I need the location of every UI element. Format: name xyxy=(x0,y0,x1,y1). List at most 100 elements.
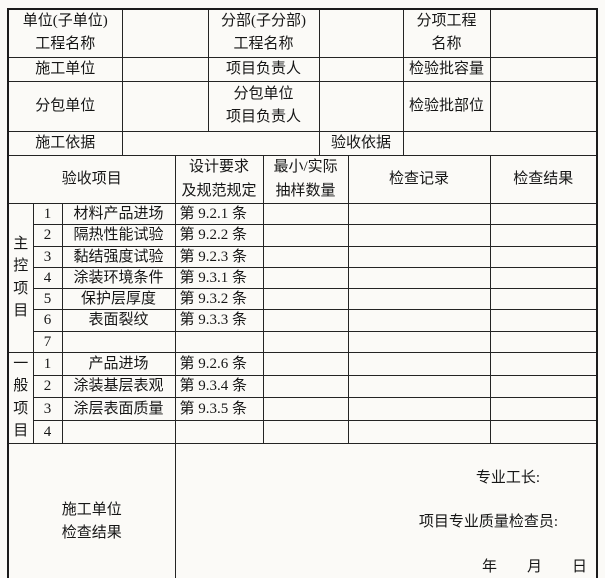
item-name xyxy=(61,420,176,444)
record-cell xyxy=(347,287,491,311)
subcontractor-label: 分包单位 xyxy=(7,80,123,132)
sampling-cell xyxy=(262,351,349,376)
grid-header-row: 验收项目 设计要求 及规范规定 最小/实际 抽样数量 检查记录 检查结果 xyxy=(7,155,598,204)
unit-project-label: 单位(子单位) 工程名称 xyxy=(7,8,123,58)
check-result-header: 检查结果 xyxy=(489,155,598,204)
result-cell xyxy=(489,266,598,290)
batch-location-value-cell xyxy=(489,80,598,132)
construction-check-area: 专业工长: 项目专业质量检查员: 年 月 日 xyxy=(174,442,598,578)
result-cell xyxy=(489,202,598,226)
sampling-cell xyxy=(262,420,349,444)
spec-reference: 第 9.3.2 条 xyxy=(174,287,264,311)
item-name: 产品进场 xyxy=(61,351,176,376)
record-cell xyxy=(347,224,491,247)
division-project-value-cell xyxy=(489,8,598,58)
item-name: 涂装基层表观 xyxy=(61,374,176,399)
item-number: 4 xyxy=(32,420,63,444)
check-record-header: 检查记录 xyxy=(347,155,491,204)
row-construction-check: 施工单位 检查结果 专业工长: 项目专业质量检查员: 年 月 日 xyxy=(7,442,598,578)
record-cell xyxy=(347,330,491,353)
record-cell xyxy=(347,309,491,332)
subcontractor-leader-label: 分包单位 项目负责人 xyxy=(207,80,320,132)
main-item-row: 主控项目 1 材料产品进场 第 9.2.1 条 xyxy=(7,202,598,353)
item-name: 隔热性能试验 xyxy=(61,224,176,247)
result-cell xyxy=(489,224,598,247)
main-item-row: 2 隔热性能试验 第 9.2.2 条 xyxy=(8,224,598,247)
batch-location-label: 检验批部位 xyxy=(402,80,491,132)
sampling-cell xyxy=(262,397,349,421)
project-leader-label: 项目负责人 xyxy=(207,56,320,82)
item-name xyxy=(61,330,176,353)
acceptance-items-header: 验收项目 xyxy=(7,155,176,204)
main-item-row: 5 保护层厚度 第 9.3.2 条 xyxy=(8,287,598,311)
date-label: 年 月 日 xyxy=(482,558,588,575)
result-cell xyxy=(489,374,598,399)
result-cell xyxy=(489,245,598,268)
record-cell xyxy=(347,374,491,399)
item-number: 2 xyxy=(32,224,63,247)
result-cell xyxy=(489,330,598,353)
acceptance-basis-value-cell xyxy=(402,130,598,157)
main-item-row: 7 xyxy=(8,330,598,353)
result-cell xyxy=(489,351,598,376)
sampling-cell xyxy=(262,374,349,399)
general-category-label: 一般项目 xyxy=(7,351,34,444)
record-cell xyxy=(347,202,491,226)
sampling-quantity-header: 最小/实际 抽样数量 xyxy=(262,155,349,204)
construction-unit-label: 施工单位 xyxy=(7,56,123,82)
row-basis: 施工依据 验收依据 xyxy=(7,130,598,157)
record-cell xyxy=(347,245,491,268)
design-requirement-header: 设计要求 及规范规定 xyxy=(174,155,264,204)
project-leader-value-cell xyxy=(318,56,404,82)
main-item-row: 6 表面裂纹 第 9.3.3 条 xyxy=(8,309,598,332)
record-cell xyxy=(347,266,491,290)
item-number: 4 xyxy=(32,266,63,290)
item-number: 6 xyxy=(32,309,63,332)
subsection-project-value-cell xyxy=(318,8,404,58)
spec-reference: 第 9.2.6 条 xyxy=(174,351,264,376)
main-control-category-label: 主控项目 xyxy=(7,203,34,353)
item-number: 1 xyxy=(32,351,63,376)
row-subcontractor: 分包单位 分包单位 项目负责人 检验批部位 xyxy=(7,80,598,132)
spec-reference: 第 9.2.3 条 xyxy=(174,245,264,268)
result-cell xyxy=(489,287,598,311)
foreman-signature-label: 专业工长: xyxy=(475,470,541,486)
quality-inspector-signature-label: 项目专业质量检查员: xyxy=(418,514,559,531)
subsection-project-label: 分部(子分部) 工程名称 xyxy=(207,8,320,58)
spec-reference: 第 9.3.4 条 xyxy=(174,374,264,399)
item-name: 保护层厚度 xyxy=(61,287,176,311)
construction-basis-label: 施工依据 xyxy=(7,130,123,157)
acceptance-basis-label: 验收依据 xyxy=(318,130,404,157)
result-cell xyxy=(489,420,598,444)
item-number: 1 xyxy=(32,202,63,226)
division-project-label: 分项工程 名称 xyxy=(402,8,491,58)
sampling-cell xyxy=(262,245,349,268)
unit-project-value-cell xyxy=(121,8,209,58)
sampling-cell xyxy=(262,309,349,332)
result-cell xyxy=(489,397,598,421)
item-name: 涂装环境条件 xyxy=(61,266,176,290)
construction-check-label: 施工单位 检查结果 xyxy=(7,442,176,578)
item-number: 2 xyxy=(32,374,63,399)
item-number: 5 xyxy=(32,287,63,311)
form-table: 单位(子单位) 工程名称 分部(子分部) 工程名称 分项工程 名称 施工单位 项… xyxy=(7,8,599,578)
sampling-cell xyxy=(262,287,349,311)
general-item-row: 一般项目 1 产品进场 第 9.2.6 条 xyxy=(7,351,598,444)
spec-reference: 第 9.2.2 条 xyxy=(174,224,264,247)
item-number: 7 xyxy=(32,330,63,353)
record-cell xyxy=(347,351,491,376)
main-item-row: 4 涂装环境条件 第 9.3.1 条 xyxy=(8,266,598,290)
record-cell xyxy=(347,397,491,421)
item-name: 涂层表面质量 xyxy=(61,397,176,421)
spec-reference xyxy=(174,330,264,353)
spec-reference: 第 9.2.1 条 xyxy=(174,202,264,226)
sampling-cell xyxy=(262,202,349,226)
item-name: 黏结强度试验 xyxy=(61,245,176,268)
batch-capacity-label: 检验批容量 xyxy=(402,56,491,82)
item-name: 表面裂纹 xyxy=(61,309,176,332)
item-number: 3 xyxy=(32,397,63,421)
row-construction-unit: 施工单位 项目负责人 检验批容量 xyxy=(7,56,598,82)
main-item-row: 3 黏结强度试验 第 9.2.3 条 xyxy=(8,245,598,268)
row-project-names: 单位(子单位) 工程名称 分部(子分部) 工程名称 分项工程 名称 xyxy=(7,8,598,58)
